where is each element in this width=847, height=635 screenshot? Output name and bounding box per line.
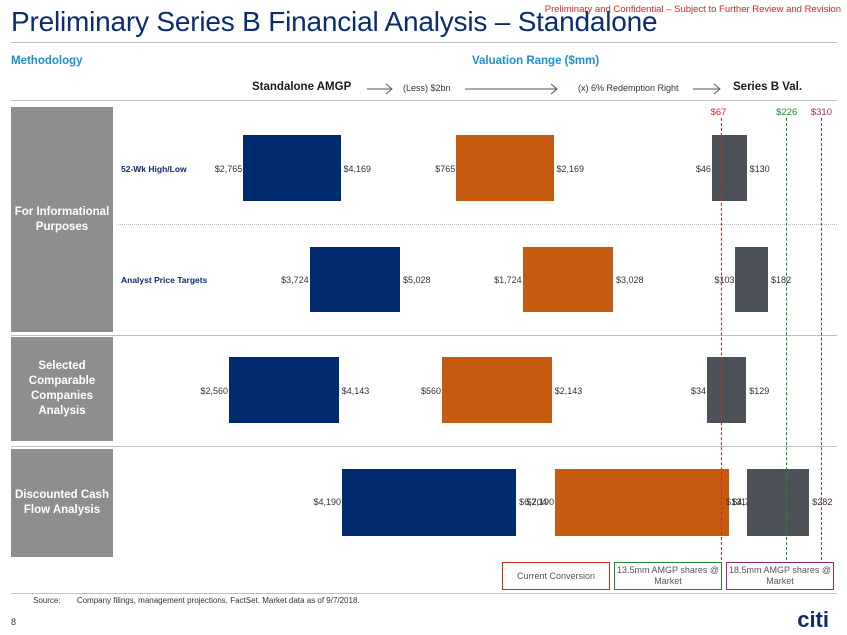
- valuation-flow-header: Standalone AMGP (Less) $2bn (x) 6% Redem…: [0, 80, 847, 100]
- arrow-right-icon: [693, 83, 721, 95]
- row-separator: [118, 224, 837, 226]
- valuation-range-heading: Valuation Range ($mm): [472, 55, 600, 67]
- bar-less-2bn-3: [554, 469, 730, 536]
- bar-less-2bn-0: [456, 135, 554, 201]
- high-label-standalone-3: $6,704: [519, 497, 547, 507]
- confidential-notice: Preliminary and Confidential – Subject t…: [544, 4, 841, 15]
- methodology-heading: Methodology: [11, 55, 83, 67]
- citi-logo: citi: [797, 607, 829, 632]
- high-label-series-b-3: $282: [812, 497, 833, 507]
- group-label-1: Selected Comparable Companies Analysis: [11, 337, 113, 441]
- low-label-less-2bn-0: $765: [435, 164, 456, 174]
- group-separator: [11, 446, 837, 447]
- high-label-less-2bn-0: $2,169: [556, 164, 585, 174]
- group-separator: [11, 335, 837, 336]
- page-title: Preliminary Series B Financial Analysis …: [11, 6, 658, 37]
- high-label-standalone-1: $5,028: [403, 275, 431, 285]
- low-label-series-b-0: $46: [695, 164, 711, 174]
- source-note: Source: Company filings, management proj…: [33, 596, 360, 605]
- low-label-standalone-2: $2,560: [200, 386, 228, 396]
- flow-divider: [11, 100, 837, 101]
- high-label-less-2bn-1: $3,028: [616, 275, 644, 285]
- arrow-right-icon: [367, 83, 393, 95]
- flow-less-label: (Less) $2bn: [403, 83, 451, 93]
- bar-series-b-2: [707, 357, 747, 423]
- footer-divider: [11, 593, 837, 594]
- legend-13-5mm-shares: 13.5mm AMGP shares @ Market: [614, 562, 722, 590]
- legend-18-5mm-shares: 18.5mm AMGP shares @ Market: [726, 562, 834, 590]
- reference-label-2: $310: [810, 107, 832, 118]
- reference-line-2: [820, 118, 822, 560]
- bar-less-2bn-2: [442, 357, 552, 423]
- arrow-right-icon: [465, 83, 558, 95]
- reference-line-1: [786, 118, 788, 560]
- reference-line-0: [720, 118, 722, 560]
- low-label-standalone-3: $4,190: [313, 497, 341, 507]
- high-label-series-b-1: $182: [771, 275, 792, 285]
- source-text: Company filings, management projections,…: [76, 596, 360, 605]
- bar-standalone-1: [309, 247, 401, 312]
- low-label-series-b-2: $34: [690, 386, 706, 396]
- reference-label-0: $67: [710, 107, 727, 118]
- group-label-0: For Informational Purposes: [11, 107, 113, 332]
- low-label-less-2bn-1: $1,724: [494, 275, 522, 285]
- high-label-less-2bn-3: $4,704: [732, 497, 760, 507]
- bar-series-b-1: [735, 247, 769, 312]
- high-label-standalone-2: $4,143: [341, 386, 370, 396]
- row-label-1: Analyst Price Targets: [121, 275, 208, 285]
- title-divider: [11, 42, 837, 43]
- high-label-series-b-0: $130: [749, 164, 770, 174]
- source-label: Source:: [33, 596, 61, 605]
- bar-series-b-3: [747, 469, 810, 536]
- high-label-series-b-2: $129: [749, 386, 770, 396]
- bar-series-b-0: [711, 135, 747, 201]
- page-number: 8: [11, 617, 17, 627]
- high-label-less-2bn-2: $2,143: [554, 386, 583, 396]
- group-label-2: Discounted Cash Flow Analysis: [11, 449, 113, 557]
- low-label-less-2bn-3: $2,190: [526, 497, 554, 507]
- row-label-0: 52-Wk High/Low: [121, 164, 187, 174]
- low-label-series-b-1: $103: [714, 275, 735, 285]
- flow-standalone-label: Standalone AMGP: [252, 81, 352, 93]
- low-label-standalone-1: $3,724: [281, 275, 309, 285]
- low-label-series-b-3: $131: [725, 497, 747, 507]
- low-label-less-2bn-2: $560: [420, 386, 441, 396]
- legend-current-conversion: Current Conversion: [502, 562, 610, 590]
- bar-standalone-0: [243, 135, 341, 201]
- reference-label-1: $226: [776, 107, 798, 118]
- bar-standalone-2: [229, 357, 339, 423]
- high-label-standalone-0: $4,169: [343, 164, 372, 174]
- low-label-standalone-0: $2,765: [214, 164, 243, 174]
- flow-series-b-label: Series B Val.: [733, 81, 803, 93]
- bar-less-2bn-1: [522, 247, 614, 312]
- bar-standalone-3: [341, 469, 517, 536]
- flow-redemption-label: (x) 6% Redemption Right: [578, 83, 679, 93]
